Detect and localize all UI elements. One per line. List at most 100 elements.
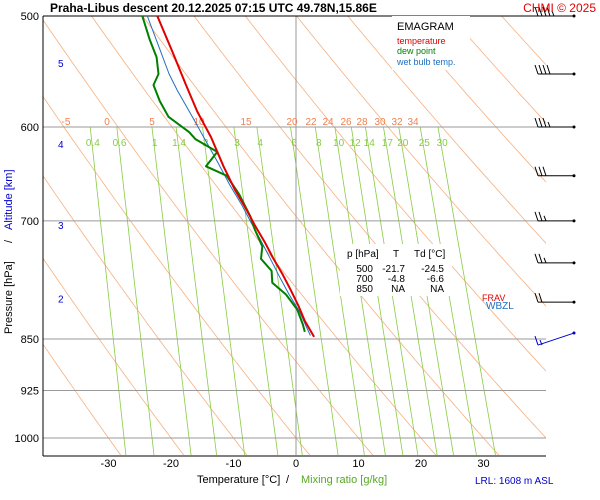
table-cell: 500 (356, 264, 373, 275)
dry-adiabat-line (142, 16, 500, 455)
wind-barb-feather (534, 64, 539, 75)
mixing-ratio-label: 4 (257, 138, 263, 149)
mixing-ratio-line (290, 126, 339, 455)
isotherm-label: 20 (286, 117, 298, 128)
table-cell: NA (391, 284, 405, 295)
pressure-tick-label: 925 (21, 386, 39, 398)
pressure-tick-label: 700 (21, 216, 39, 228)
x-axis-label-temperature: Temperature [°C] (197, 474, 280, 486)
y-axis-label-altitude: Altitude [km] (3, 169, 15, 230)
pressure-tick-label: 850 (21, 334, 39, 346)
mixing-ratio-line (383, 126, 438, 455)
temperature-tick-label: 20 (415, 458, 427, 470)
dew-point-profile-line (141, 16, 306, 333)
data-table-box (340, 244, 452, 296)
mixing-ratio-line (89, 126, 127, 455)
table-header-p: p [hPa] (347, 249, 379, 260)
mixing-ratio-line (419, 126, 477, 455)
station-tag-frav: FRAV (482, 293, 505, 303)
mixing-ratio-line (175, 126, 217, 455)
wind-barb-dot (572, 331, 576, 335)
wind-barb-feather (542, 166, 547, 176)
wind-barb-feather (538, 117, 543, 128)
isotherm-label: 5 (149, 117, 155, 128)
mixing-ratio-label: 14 (364, 138, 376, 149)
dry-adiabat-line (398, 16, 546, 183)
wind-barb (534, 211, 576, 223)
isotherm-label: -5 (62, 117, 71, 128)
wind-barb-feather (542, 64, 547, 75)
dry-adiabat-line (501, 16, 546, 66)
y-axis-label-separator: / (3, 239, 15, 243)
mixing-ratio-label: 25 (419, 138, 431, 149)
wind-barb-dot (572, 174, 576, 178)
isotherm-label: 34 (407, 117, 419, 128)
temperature-tick-label: 10 (352, 458, 364, 470)
isotherm-label: 22 (305, 117, 317, 128)
mixing-ratio-line (233, 126, 279, 455)
mixing-ratio-line (116, 126, 155, 455)
dry-adiabat-line (43, 19, 374, 455)
mixing-ratio-label: 0.6 (113, 138, 127, 149)
wind-barb (534, 6, 576, 18)
legend-heading: EMAGRAM (397, 21, 454, 33)
mixing-ratio-label: 30 (437, 138, 449, 149)
temperature-tick-label: -10 (226, 458, 242, 470)
wind-barb-feather (534, 166, 539, 176)
wind-barb (534, 331, 576, 346)
wind-barb-feather (551, 10, 555, 17)
wind-barb-dot (572, 14, 576, 18)
dry-adiabat-line (91, 16, 437, 455)
temperature-tick-label: 30 (477, 458, 489, 470)
wind-barb (534, 117, 576, 129)
dry-adiabat-line (553, 16, 600, 468)
wind-barb-dot (572, 300, 576, 304)
wind-barb-dot (572, 72, 576, 76)
dry-adiabat-line (347, 16, 546, 244)
mixing-ratio-label: 8 (316, 138, 322, 149)
legend-temperature: temperature (397, 36, 446, 46)
isotherm-label: 0 (104, 117, 110, 128)
dry-adiabat-line (43, 257, 185, 455)
mixing-ratio-line (364, 126, 419, 455)
table-header-td: Td [°C] (414, 249, 445, 260)
isotherm-label: 24 (322, 117, 334, 128)
dry-adiabat-line (43, 95, 311, 455)
wind-barb-feather (543, 215, 547, 222)
x-axis-label-separator: / (286, 474, 290, 486)
wind-barb (534, 166, 576, 178)
temperature-profile-line (156, 16, 315, 338)
wind-barb (534, 253, 576, 265)
table-cell: 700 (356, 274, 373, 285)
dry-adiabat-line (43, 343, 122, 455)
wind-barb-feather (534, 6, 539, 17)
lrl-label: LRL: 1608 m ASL (475, 476, 554, 487)
altitude-tick-label: 4 (58, 140, 64, 151)
mixing-ratio-line (151, 126, 192, 455)
legend-wet-bulb: wet bulb temp. (396, 57, 456, 67)
temperature-tick-label: 0 (293, 458, 299, 470)
table-cell: -21.7 (382, 264, 405, 275)
mixing-ratio-label: 17 (382, 138, 394, 149)
altitude-tick-label: 5 (58, 59, 64, 70)
data-table: p [hPa] T Td [°C] 500 -21.7 -24.5 700 -4… (347, 249, 445, 295)
wind-barb (534, 64, 576, 76)
wind-barb-feather (543, 257, 547, 264)
isotherm-label: 28 (356, 117, 368, 128)
wet-bulb-profile-line (146, 16, 311, 336)
mixing-ratio-line (437, 126, 496, 455)
altitude-tick-label: 3 (58, 221, 64, 232)
wind-barb-feather (538, 292, 543, 303)
dry-adiabat-line (296, 16, 546, 307)
mixing-ratio-line (256, 126, 303, 455)
temperature-tick-label: -30 (101, 458, 117, 470)
wind-barb-feather (539, 339, 543, 346)
dry-adiabat-line (244, 16, 546, 372)
altitude-tick-label: 2 (58, 294, 64, 305)
mixing-ratio-label: 1.4 (172, 138, 186, 149)
isotherm-label: 26 (340, 117, 352, 128)
mixing-ratio-label: 0.4 (86, 138, 100, 149)
isotherm-label: 10 (193, 117, 205, 128)
y-axis-label-pressure: Pressure [hPa] (3, 261, 15, 334)
mixing-ratio-label: 2 (203, 138, 209, 149)
